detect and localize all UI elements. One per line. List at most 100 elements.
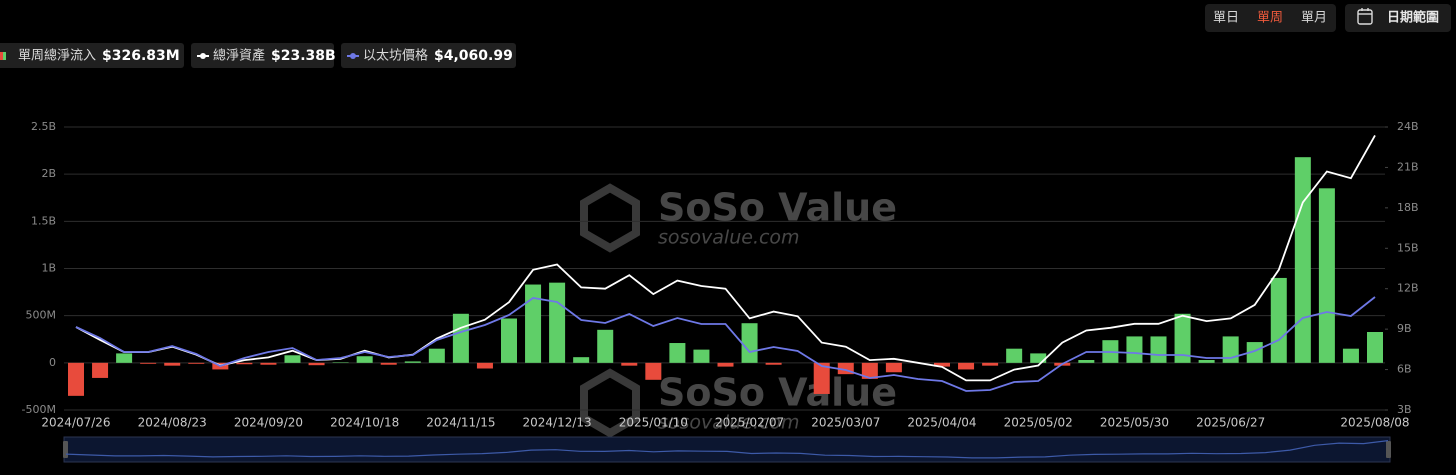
bar: [741, 323, 758, 363]
bar: [885, 362, 902, 373]
x-tick-label: 2024/07/26: [41, 416, 110, 430]
legend-item[interactable]: 單周總淨流入 $326.83M: [0, 43, 184, 68]
bar: [1078, 360, 1095, 363]
bar: [260, 362, 277, 365]
bar: [693, 349, 710, 363]
legend-swatch: [350, 53, 356, 59]
legend-value: $326.83M: [102, 48, 180, 64]
y-tick-label: 2.5B: [31, 120, 56, 133]
y2-tick-label: 12B: [1397, 282, 1419, 295]
bar: [501, 318, 517, 363]
bar: [1367, 332, 1383, 363]
bar: [1342, 348, 1359, 363]
period-option[interactable]: 單月: [1301, 11, 1327, 26]
navigator[interactable]: [63, 436, 1391, 463]
y2-tick-label: 3B: [1397, 403, 1412, 416]
x-tick-label: 2025/05/02: [1004, 416, 1073, 430]
bar: [116, 353, 133, 363]
x-tick-label: 2025/02/07: [715, 416, 784, 430]
date-range-label[interactable]: 日期範圍: [1387, 10, 1439, 26]
bar: [1126, 336, 1143, 363]
navigator-handle[interactable]: [63, 441, 68, 458]
y2-tick-label: 24B: [1397, 120, 1419, 133]
x-tick-label: 2024/09/20: [234, 416, 303, 430]
bar: [958, 362, 975, 370]
bar: [68, 362, 84, 396]
watermark-site: sosovalue.com: [658, 412, 800, 434]
x-tick-label: 2025/04/04: [907, 416, 976, 430]
bar: [404, 361, 421, 363]
calendar-icon: [1357, 8, 1373, 25]
legend-box: [0, 43, 184, 68]
bar: [1198, 360, 1215, 363]
bar: [1246, 342, 1263, 363]
y2-tick-label: 21B: [1397, 160, 1419, 173]
bar: [308, 362, 325, 366]
bar: [717, 362, 734, 367]
bar: [982, 362, 999, 366]
legend-item[interactable]: 以太坊價格 $4,060.99: [341, 43, 516, 68]
bar: [452, 313, 469, 363]
x-tick-label: 2025/06/27: [1196, 416, 1265, 430]
bar: [188, 362, 205, 364]
bar: [669, 343, 686, 363]
legend-swatch: [0, 52, 3, 60]
bar: [1030, 353, 1047, 363]
y2-tick-label: 15B: [1397, 241, 1419, 254]
navigator-handle[interactable]: [1386, 441, 1391, 458]
legend-box: [341, 43, 516, 68]
y-tick-label: 1B: [41, 262, 56, 275]
bar: [573, 357, 590, 363]
x-tick-label: 2025/01/10: [619, 416, 688, 430]
bar: [380, 362, 397, 365]
legend-swatch: [3, 52, 6, 60]
y-tick-label: 0: [49, 356, 56, 369]
bar: [765, 362, 782, 365]
legend-item[interactable]: 總淨資產 $23.38B: [191, 43, 336, 68]
y2-tick-label: 6B: [1397, 363, 1412, 376]
bar: [356, 356, 373, 363]
x-tick-label: 2024/12/13: [523, 416, 592, 430]
bar: [140, 362, 157, 364]
bar: [1150, 336, 1167, 363]
bar: [284, 355, 301, 363]
bar: [476, 362, 493, 369]
y-tick-label: -500M: [22, 403, 56, 416]
watermark-site: sosovalue.com: [658, 227, 800, 249]
bar: [861, 362, 878, 379]
period-switch: [1205, 4, 1336, 32]
navigator-line: [65, 440, 1389, 459]
bar: [645, 362, 662, 380]
period-option[interactable]: 單日: [1213, 11, 1239, 26]
bar: [934, 362, 950, 367]
legend-box: [191, 43, 334, 68]
x-tick-label: 2024/08/23: [138, 416, 207, 430]
bar: [549, 282, 566, 363]
bar: [621, 362, 638, 366]
legend-label: 總淨資產: [213, 48, 265, 64]
x-tick-label: 2025/03/07: [811, 416, 880, 430]
legend-label: 單周總淨流入: [18, 48, 96, 64]
line-series: [75, 296, 1376, 392]
x-tick-label: 2025/05/30: [1100, 416, 1169, 430]
bar: [1318, 188, 1335, 363]
legend-value: $23.38B: [271, 48, 336, 64]
period-option[interactable]: 單周: [1257, 11, 1283, 26]
watermark: [580, 183, 640, 438]
x-tick-label: 2024/11/15: [426, 416, 495, 430]
y-tick-label: 2B: [41, 167, 56, 180]
bar: [837, 362, 854, 375]
y-tick-label: 1.5B: [31, 214, 56, 227]
watermark-brand: SoSo Value: [658, 186, 897, 230]
line-series: [75, 134, 1376, 382]
legend-swatch: [200, 53, 206, 59]
x-tick-label: 2024/10/18: [330, 416, 399, 430]
bar: [1270, 277, 1287, 363]
bar: [1174, 313, 1191, 363]
y2-tick-label: 9B: [1397, 322, 1412, 335]
legend-label: 以太坊價格: [363, 48, 428, 64]
bar: [1006, 348, 1023, 363]
bar: [597, 329, 614, 363]
y-tick-label: 500M: [26, 309, 57, 322]
